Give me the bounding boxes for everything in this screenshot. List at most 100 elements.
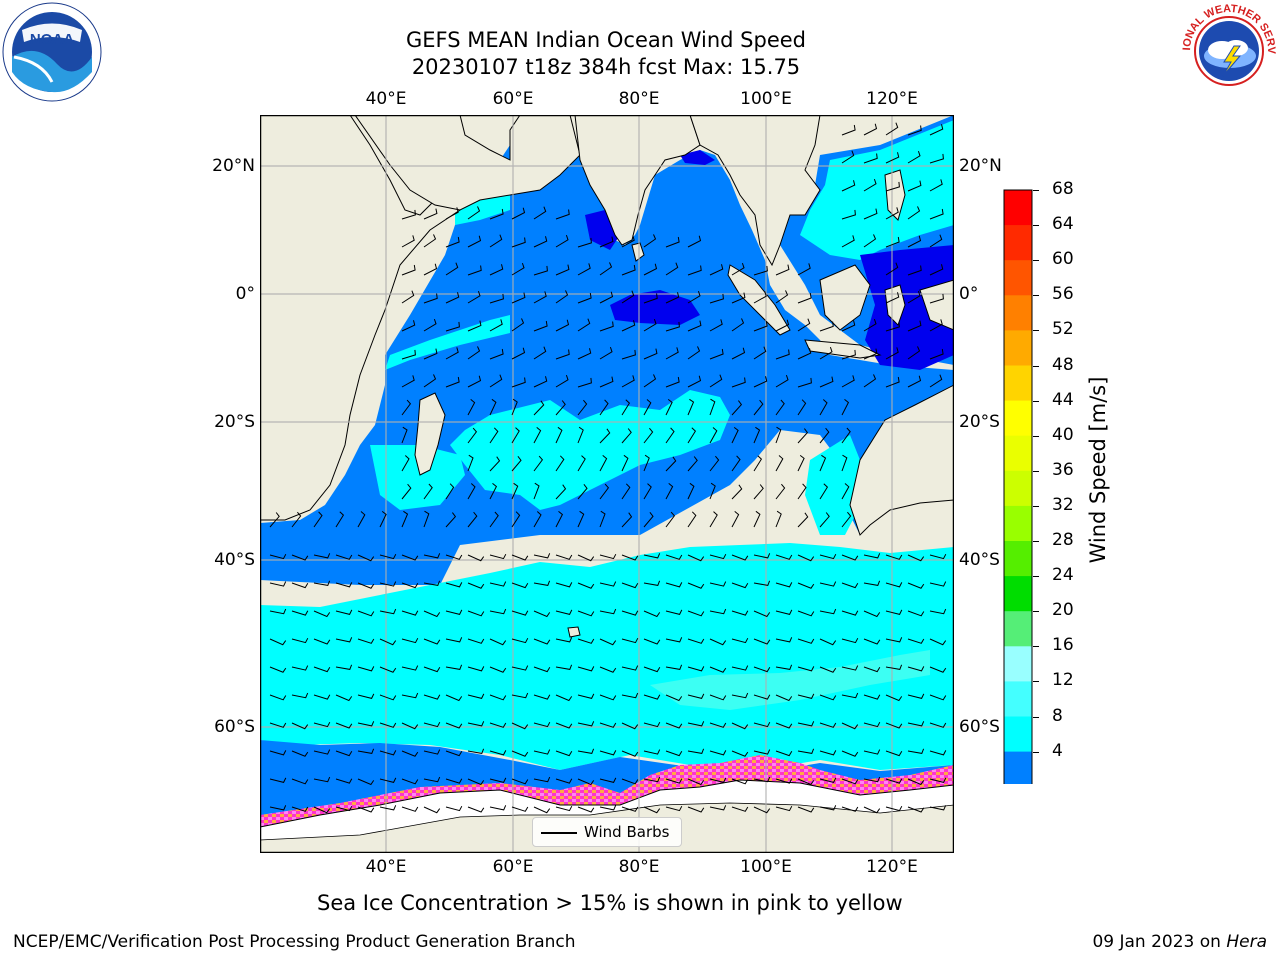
wind-barb <box>379 722 397 728</box>
wind-barb <box>445 376 460 388</box>
wind-barb <box>643 374 657 388</box>
wind-barb <box>533 776 551 783</box>
wind-barb <box>709 482 716 500</box>
wind-barb <box>577 348 592 360</box>
wind-barb <box>863 208 878 220</box>
wind-barb <box>511 377 526 388</box>
wind-barb <box>467 427 478 444</box>
wind-barb <box>357 721 375 727</box>
wind-barb <box>621 750 639 757</box>
wind-barb <box>533 806 551 814</box>
wind-barb <box>599 321 614 332</box>
wind-barb <box>269 805 287 811</box>
wind-barb <box>665 750 683 757</box>
lat-label-left-40s: 40°S <box>214 550 255 570</box>
machine-name: Hera <box>1226 932 1267 952</box>
wind-barb <box>885 347 899 360</box>
wind-barb <box>621 610 639 616</box>
sulawesi <box>884 284 906 326</box>
wind-barb <box>423 510 430 528</box>
wind-barb <box>599 483 610 500</box>
wind-barb <box>709 581 727 587</box>
wind-barb <box>819 722 837 728</box>
wind-barb <box>555 264 570 276</box>
wind-barb <box>687 427 697 444</box>
wind-barb <box>291 511 302 528</box>
wind-barb <box>643 580 661 586</box>
colorbar-segment <box>1004 190 1032 226</box>
wind-barb <box>599 510 606 528</box>
wind-barb <box>511 482 519 500</box>
wind-barb <box>533 376 548 388</box>
wind-barb <box>687 610 705 617</box>
wind-barb <box>621 375 635 388</box>
wind-barb <box>731 484 743 500</box>
wind-barb <box>687 666 705 672</box>
wind-barb <box>621 290 635 304</box>
wind-barb <box>423 553 441 559</box>
wind-barb <box>621 399 631 416</box>
wind-barb <box>929 553 947 560</box>
wind-barb <box>489 293 504 304</box>
wind-barb <box>863 806 881 814</box>
wind-barb <box>445 694 463 702</box>
wind-barb <box>357 610 375 617</box>
wind-barb <box>621 512 633 528</box>
lon-label-bottom-40: 40°E <box>365 857 407 877</box>
wind-barb <box>797 778 815 786</box>
colorbar-tick-mark <box>1033 646 1039 648</box>
wind-barb <box>555 609 573 615</box>
colorbar-tick-mark <box>1033 400 1039 402</box>
wind-barb <box>621 806 639 812</box>
wind-barb <box>665 456 677 472</box>
wind-barb <box>621 778 639 785</box>
wind-barb <box>819 608 837 615</box>
wind-barb <box>357 666 375 672</box>
colorbar-tick-label: 32 <box>1052 494 1074 515</box>
wind-barb <box>687 320 702 332</box>
wind-barb <box>665 554 683 560</box>
wind-barb <box>907 125 922 136</box>
wind-barb <box>819 376 834 388</box>
wind-barb <box>445 554 463 560</box>
wind-barb <box>907 320 922 332</box>
wind-barb <box>533 610 551 618</box>
lon-label-top-60: 60°E <box>492 89 534 109</box>
wind-barb <box>709 293 724 304</box>
colorbar-segment <box>1004 225 1032 261</box>
wind-barb <box>907 721 925 727</box>
colorbar-segment <box>1004 260 1032 296</box>
wind-barb <box>467 320 482 332</box>
wind-barb <box>643 399 652 416</box>
map-panel[interactable] <box>260 115 954 853</box>
wind-barb <box>753 638 771 645</box>
india <box>574 115 701 246</box>
wind-barb <box>269 553 287 560</box>
wind-barb <box>885 582 903 588</box>
southeast-asia <box>689 115 821 267</box>
ocean-wind-0-4-bengal <box>680 150 715 165</box>
lat-label-right-40s: 40°S <box>959 550 1000 570</box>
wind-barb <box>577 610 595 617</box>
wind-barb <box>533 511 542 528</box>
wind-barb <box>533 455 544 472</box>
wind-barb <box>511 554 529 561</box>
wind-barb <box>929 581 947 587</box>
graticule <box>260 115 954 853</box>
wind-barb <box>863 318 877 332</box>
wind-barb <box>423 776 441 783</box>
wind-barb <box>599 236 614 248</box>
wind-barb <box>313 721 331 728</box>
wind-barb <box>335 582 353 588</box>
wind-barb <box>643 721 661 728</box>
wind-barb <box>731 292 746 304</box>
wind-barb <box>863 153 878 164</box>
wind-barb <box>753 553 771 559</box>
wind-barb <box>445 722 463 729</box>
wind-barb <box>819 512 830 528</box>
wind-barb <box>533 206 547 220</box>
wind-barb <box>665 292 680 304</box>
wind-barb <box>929 124 944 136</box>
wind-barb <box>467 235 482 248</box>
lon-label-top-80: 80°E <box>618 89 660 109</box>
